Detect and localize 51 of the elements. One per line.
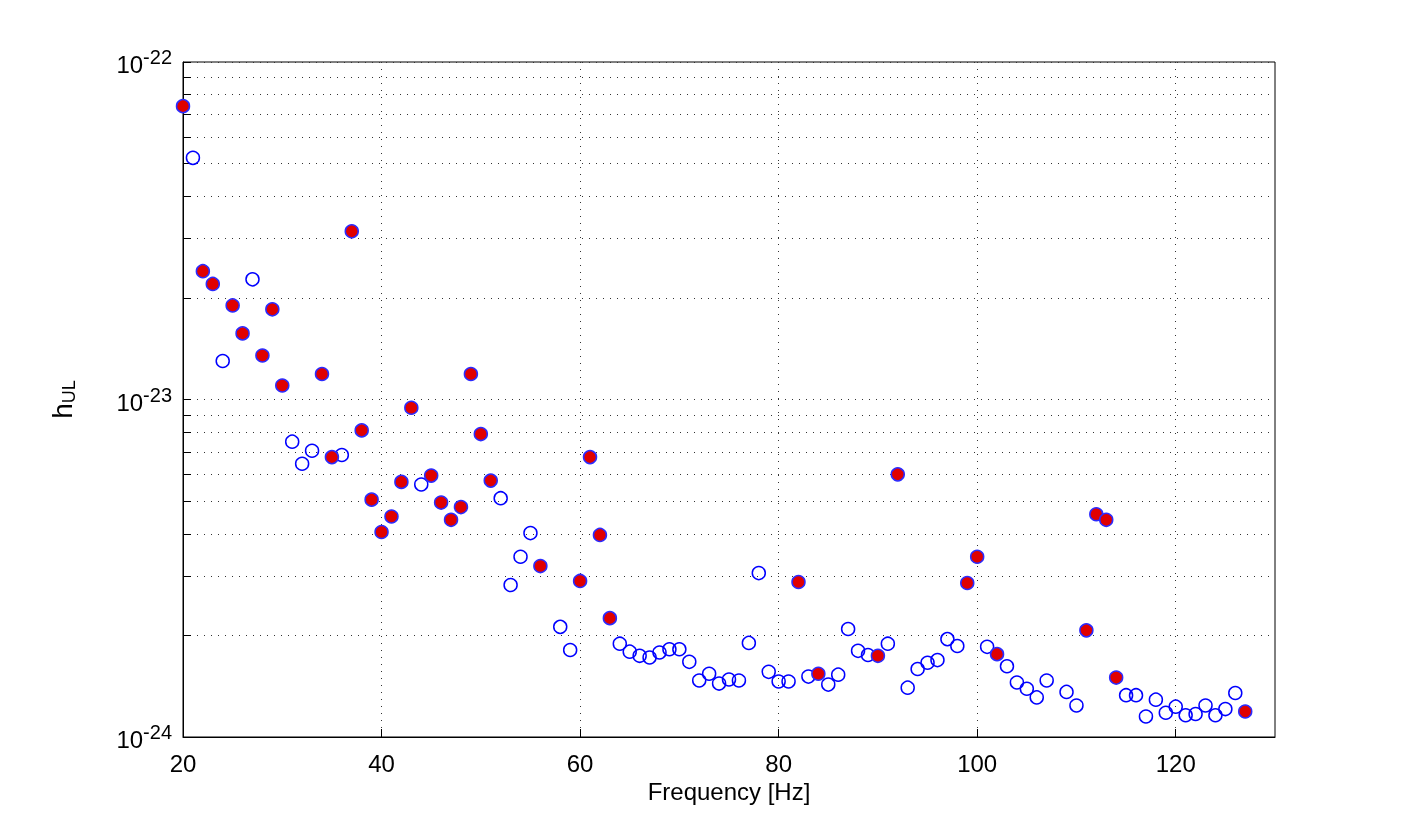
point	[890, 467, 906, 482]
point	[195, 263, 211, 279]
point	[582, 449, 598, 465]
point	[453, 499, 469, 515]
point	[364, 492, 379, 507]
point	[374, 524, 389, 540]
point	[1079, 623, 1094, 638]
point	[960, 575, 975, 591]
x-tick-label: 20	[169, 749, 197, 777]
y-tick-label: 10$^{-24}$	[116, 721, 172, 753]
x-tick-label: 100	[957, 749, 998, 777]
point	[275, 378, 290, 393]
point	[384, 509, 399, 524]
x-tick-label: 60	[566, 749, 594, 777]
point	[433, 495, 449, 510]
x-tick-label: 120	[1155, 749, 1196, 777]
point	[969, 549, 985, 565]
x-tick-label: 40	[368, 749, 395, 777]
point	[205, 276, 221, 292]
point	[1237, 704, 1253, 719]
x-axis-title: Frequency [Hz]	[647, 778, 811, 806]
point	[572, 573, 588, 589]
point	[592, 527, 608, 543]
point	[870, 648, 886, 664]
point	[473, 426, 489, 442]
point	[255, 348, 270, 363]
point	[354, 423, 369, 438]
point	[1099, 512, 1114, 528]
y-axis-title: hUL	[46, 380, 79, 419]
point	[483, 473, 498, 488]
point	[443, 512, 459, 528]
point	[791, 574, 806, 590]
y-tick-label: 10$^{-23}$	[116, 383, 172, 416]
y-tick-label: 10$^{-22}$	[116, 46, 172, 78]
point	[811, 666, 826, 681]
point	[1108, 670, 1124, 685]
point	[175, 98, 191, 114]
point	[463, 366, 479, 382]
point	[314, 366, 330, 382]
point	[324, 449, 340, 465]
point	[394, 474, 409, 490]
point	[235, 326, 250, 341]
point	[533, 558, 548, 574]
point	[989, 646, 1005, 662]
x-tick-label: 80	[765, 749, 792, 777]
point	[404, 400, 419, 416]
point	[225, 298, 240, 313]
point	[344, 224, 360, 239]
point	[423, 468, 439, 483]
point	[602, 610, 618, 626]
point	[265, 302, 280, 317]
